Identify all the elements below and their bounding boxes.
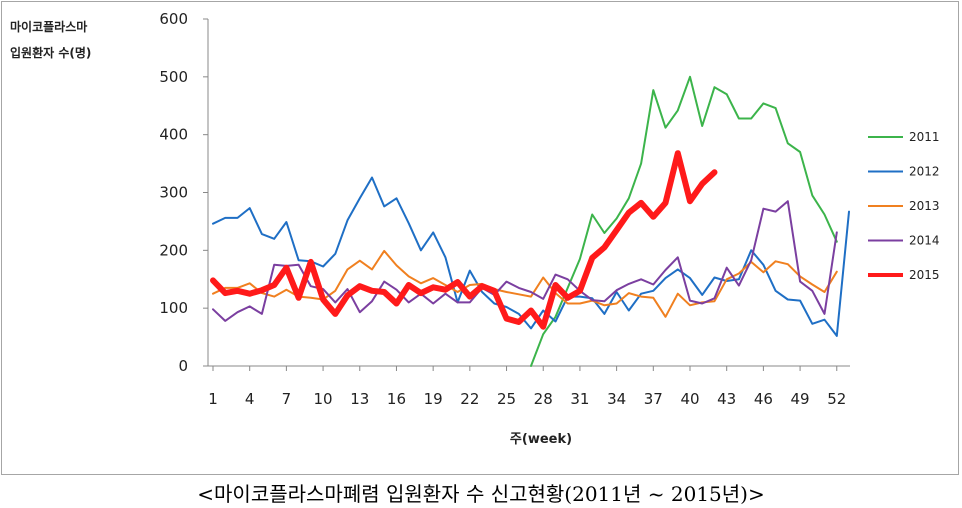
x-tick-label: 28: [534, 390, 553, 408]
x-tick-label: 43: [717, 390, 736, 408]
legend-label-2014: 2014: [909, 234, 940, 248]
y-tick-label: 300: [159, 184, 188, 202]
axes: 0 100 200 300 400 500 600 1 4 7 10 13 16 19 22 25 28 31 34…: [159, 10, 850, 408]
chart-frame: [1, 1, 959, 475]
x-tick-label: 31: [570, 390, 589, 408]
y-tick-label: 100: [159, 299, 188, 317]
x-tick-label: 46: [754, 390, 773, 408]
x-tick-label: 37: [644, 390, 663, 408]
y-tick-label: 400: [159, 126, 188, 144]
x-tick-label: 1: [208, 390, 218, 408]
y-axis-label: 마이코플라스마 입원환자 수(명): [10, 20, 92, 60]
x-axis-label: 주(week): [510, 432, 572, 447]
x-tick-label: 4: [245, 390, 255, 408]
y-tick-label: 200: [159, 241, 188, 259]
legend-label-2015: 2015: [909, 268, 940, 282]
x-tick-label: 16: [387, 390, 406, 408]
series-line-2011: [530, 75, 838, 367]
x-tick-label: 52: [827, 390, 846, 408]
series-layer: [210, 75, 850, 367]
x-tick-label: 22: [460, 390, 479, 408]
line-chart: 0 100 200 300 400 500 600 1 4 7 10 13 16 19 22 25 28 31 34…: [159, 10, 940, 447]
series-line-2015: [210, 150, 718, 330]
x-tick-label: 34: [607, 390, 626, 408]
legend-label-2012: 2012: [909, 165, 940, 179]
x-tick-label: 49: [791, 390, 810, 408]
y-tick-label: 0: [178, 357, 188, 375]
y-tick-label: 600: [159, 10, 188, 28]
x-tick-label: 19: [424, 390, 443, 408]
legend-label-2011: 2011: [909, 130, 940, 144]
chart-caption: <마이코플라스마폐렴 입원환자 수 신고현황(2011년 ~ 2015년)>: [197, 482, 765, 506]
x-tick-label: 10: [314, 390, 333, 408]
legend-label-2013: 2013: [909, 199, 940, 213]
y-tick-label: 500: [159, 68, 188, 86]
x-tick-label: 40: [680, 390, 699, 408]
legend: 2011 2012 2013 2014 2015: [868, 130, 940, 282]
x-tick-label: 13: [350, 390, 369, 408]
x-tick-label: 7: [282, 390, 292, 408]
x-tick-label: 25: [497, 390, 516, 408]
